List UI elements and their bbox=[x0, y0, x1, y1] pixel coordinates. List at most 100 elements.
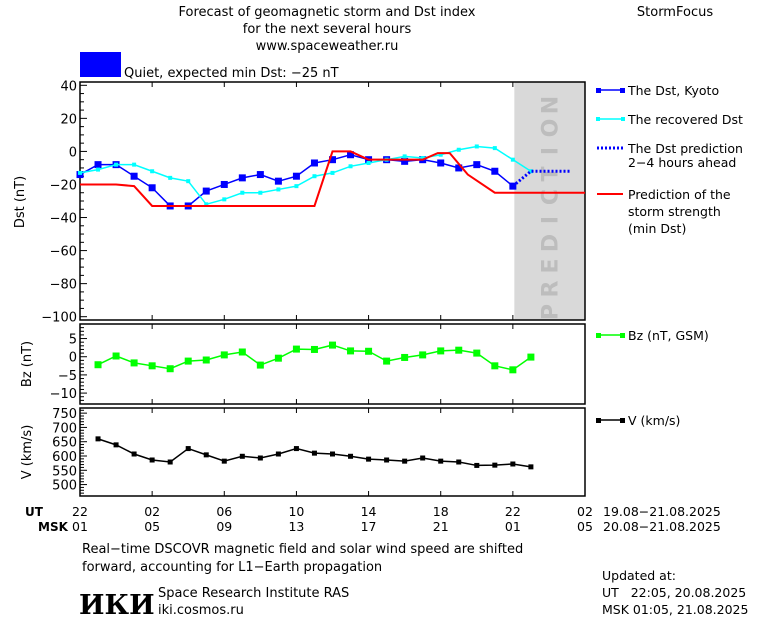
updated-label: Updated at: bbox=[602, 568, 676, 583]
dst_recovered-point bbox=[330, 170, 335, 175]
dst_kyoto-series bbox=[76, 151, 517, 210]
dst_recovered-line bbox=[79, 145, 532, 206]
legend-dst-kyoto-marker bbox=[596, 88, 601, 93]
y-tick-label: −100 bbox=[41, 311, 77, 326]
bz-point bbox=[437, 347, 445, 355]
legend-v-marker bbox=[620, 418, 625, 423]
ut-date-range: 19.08−21.08.2025 bbox=[603, 504, 721, 519]
dst_kyoto-point bbox=[256, 171, 264, 179]
dst_recovered-point bbox=[402, 154, 407, 159]
storm_strength-series bbox=[80, 150, 585, 207]
v-frame bbox=[79, 407, 586, 497]
bz-point bbox=[238, 348, 246, 356]
dst_recovered-point bbox=[528, 169, 533, 174]
v-point bbox=[456, 459, 462, 465]
dst_recovered-point bbox=[438, 152, 443, 157]
bz-point bbox=[527, 353, 535, 361]
msk-tick-label: 21 bbox=[433, 519, 449, 534]
y-tick-label: 0 bbox=[69, 145, 77, 160]
prediction-letter: E bbox=[539, 258, 564, 273]
v-point bbox=[510, 461, 516, 467]
prediction-zone bbox=[514, 82, 585, 320]
dst_recovered-point bbox=[474, 144, 479, 149]
y-tick-label: 650 bbox=[52, 436, 77, 451]
bz-point bbox=[112, 352, 120, 360]
dst_recovered-point bbox=[240, 190, 245, 195]
v-point bbox=[149, 457, 155, 463]
legend-dst-recovered-label: The recovered Dst bbox=[627, 112, 743, 127]
dst_recovered-point bbox=[150, 169, 155, 174]
dst_kyoto-point bbox=[437, 159, 445, 167]
msk-tick-label: 01 bbox=[505, 519, 521, 534]
dst_recovered-point bbox=[492, 146, 497, 151]
v-point bbox=[438, 458, 444, 464]
dst_recovered-point bbox=[510, 157, 515, 162]
bz-point bbox=[184, 357, 192, 365]
dst_recovered-point bbox=[114, 162, 119, 167]
prediction-letter: I bbox=[539, 216, 564, 224]
dst_recovered-point bbox=[96, 167, 101, 172]
y-tick-label: 750 bbox=[52, 407, 77, 422]
note-line-2: forward, accounting for L1−Earth propaga… bbox=[82, 560, 382, 575]
legend-bz-marker bbox=[620, 333, 625, 338]
y-tick-label: 500 bbox=[52, 479, 77, 494]
status-text: Quiet, expected min Dst: −25 nT bbox=[124, 66, 339, 81]
bz-point bbox=[509, 366, 517, 374]
dst_kyoto-point bbox=[94, 161, 102, 169]
bz-point bbox=[220, 351, 228, 359]
dst_recovered-point bbox=[420, 156, 425, 161]
dst_kyoto-point bbox=[347, 151, 355, 159]
y-tick-label: 20 bbox=[60, 112, 77, 127]
legend-storm-strength-label-3: (min Dst) bbox=[628, 221, 686, 236]
dst_recovered-point bbox=[186, 179, 191, 184]
msk-date-range: 20.08−21.08.2025 bbox=[603, 519, 721, 534]
v-point bbox=[95, 436, 101, 442]
ut-tick-label: 14 bbox=[361, 504, 377, 519]
ut-tick-label: 02 bbox=[144, 504, 160, 519]
dst_kyoto-point bbox=[329, 156, 336, 164]
bz-frame bbox=[79, 323, 586, 405]
bz-point bbox=[347, 347, 355, 355]
bz-point bbox=[310, 345, 318, 353]
bz-axis-label: Bz (nT) bbox=[20, 341, 35, 387]
bz-point bbox=[130, 359, 138, 367]
msk-tick-label: 13 bbox=[288, 519, 304, 534]
dst_recovered-point bbox=[456, 147, 461, 152]
legend-bz-marker bbox=[596, 333, 601, 338]
bz-point bbox=[401, 353, 409, 361]
msk-tick-label: 05 bbox=[577, 519, 593, 534]
msk-tick-label: 17 bbox=[361, 519, 377, 534]
ut-tick-label: 18 bbox=[433, 504, 449, 519]
dst_kyoto-point bbox=[238, 174, 246, 182]
msk-row-label: MSK bbox=[38, 520, 69, 534]
bz-point bbox=[292, 345, 300, 353]
v-axis-label: V (km/s) bbox=[20, 425, 35, 480]
v-point bbox=[131, 451, 137, 457]
dst_recovered-point bbox=[348, 164, 353, 169]
legend-dst-kyoto-marker bbox=[620, 88, 625, 93]
dst_kyoto-point bbox=[455, 164, 463, 172]
msk-tick-label: 09 bbox=[216, 519, 232, 534]
dst_recovered-point bbox=[258, 190, 263, 195]
institute-site-link[interactable]: iki.cosmos.ru bbox=[158, 603, 244, 618]
y-tick-label: 550 bbox=[52, 464, 77, 479]
bz-point bbox=[365, 347, 373, 355]
v-point bbox=[275, 451, 281, 457]
status-color-swatch bbox=[80, 52, 121, 77]
updated-msk: MSK 01:05, 21.08.2025 bbox=[602, 602, 748, 617]
y-tick-label: −10 bbox=[50, 387, 77, 402]
prediction-letter: O bbox=[539, 119, 564, 138]
dst_kyoto-point bbox=[220, 180, 228, 188]
v-point bbox=[330, 451, 335, 457]
dst_prediction-series bbox=[511, 169, 570, 188]
y-tick-label: 700 bbox=[52, 421, 77, 436]
bz-point bbox=[491, 362, 499, 370]
dst-frame bbox=[79, 81, 586, 321]
dst_recovered-point bbox=[294, 184, 299, 189]
legend-dst-recovered-marker bbox=[596, 117, 600, 121]
dst_recovered-point bbox=[78, 170, 82, 175]
dst_recovered-point bbox=[276, 187, 281, 192]
